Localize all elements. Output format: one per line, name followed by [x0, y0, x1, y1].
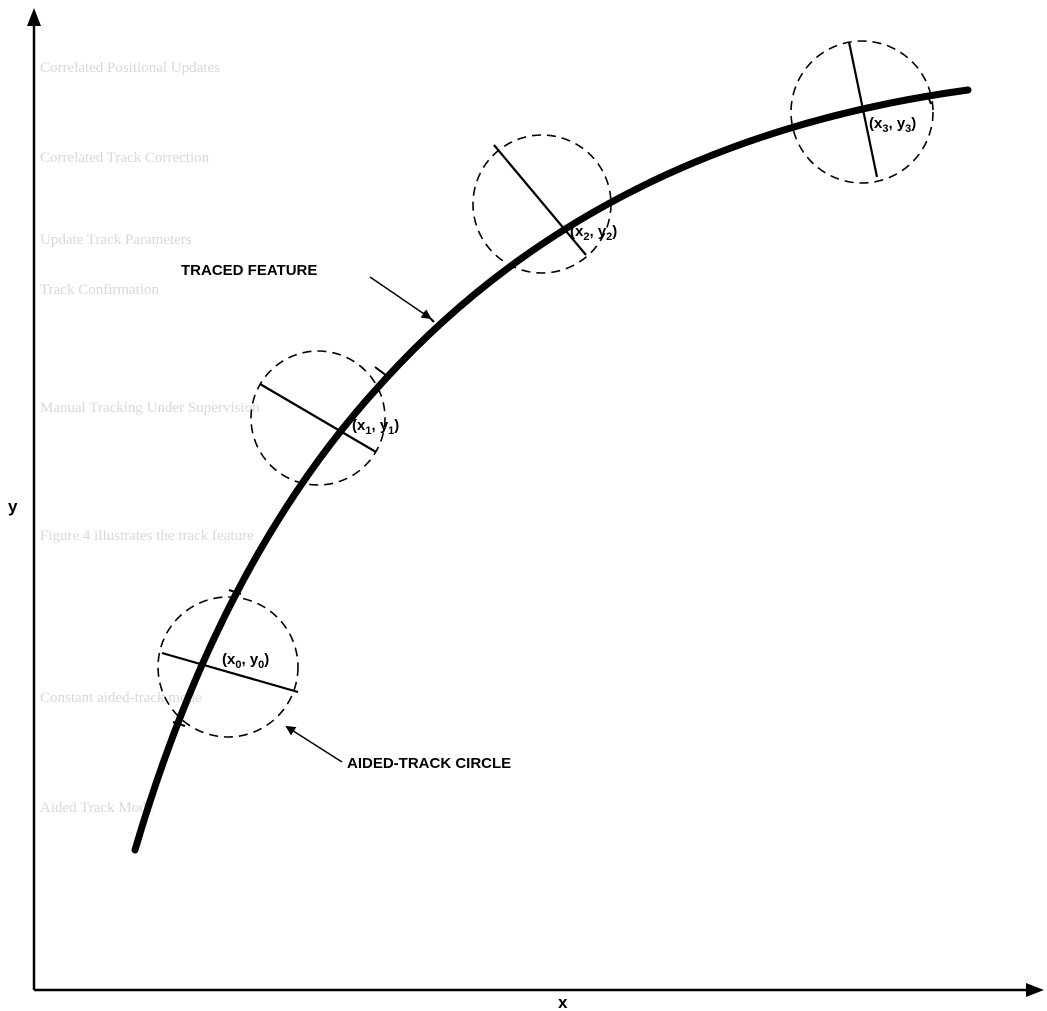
aided-track-circle-pointer — [285, 725, 343, 763]
aided-track-circle-2 — [472, 134, 612, 274]
y-axis-label: y — [8, 497, 18, 516]
bleed-text-3: Update Track Parameters — [40, 232, 192, 248]
traced-feature-curve — [131, 86, 972, 854]
bleed-text-4: Track Confirmation — [40, 282, 160, 298]
aided-track-circle-label: AIDED-TRACK CIRCLE — [347, 755, 511, 772]
x-axis — [34, 983, 1044, 997]
y-axis — [27, 8, 41, 990]
bleed-text-7: Constant aided-track mode — [40, 690, 202, 706]
point-label-3: (x3, y3) — [869, 115, 916, 135]
curve-ticks — [172, 93, 932, 727]
bleed-text-2: Correlated Track Correction — [40, 150, 210, 166]
bleed-text-5: Manual Tracking Under Supervision — [40, 400, 260, 416]
bleed-text-1: Correlated Positional Updates — [40, 60, 220, 76]
aided-track-circle-3 — [790, 40, 934, 184]
traced-feature-pointer — [369, 276, 432, 320]
bleed-text-8: Aided Track Mode — [40, 800, 154, 816]
traced-feature-label: TRACED FEATURE — [181, 262, 317, 279]
point-label-2: (x2, y2) — [570, 223, 617, 243]
bleed-text-6: Figure 4 illustrates the track feature — [40, 528, 254, 544]
x-axis-label: x — [558, 993, 568, 1011]
point-label-0: (x0, y0) — [222, 651, 269, 671]
x-axis-arrowhead — [1026, 983, 1044, 997]
y-axis-arrowhead — [27, 8, 41, 26]
aided-track-circle-1 — [250, 350, 386, 486]
aided-track-circle-0 — [157, 596, 299, 738]
point-label-1: (x1, y1) — [352, 417, 399, 437]
